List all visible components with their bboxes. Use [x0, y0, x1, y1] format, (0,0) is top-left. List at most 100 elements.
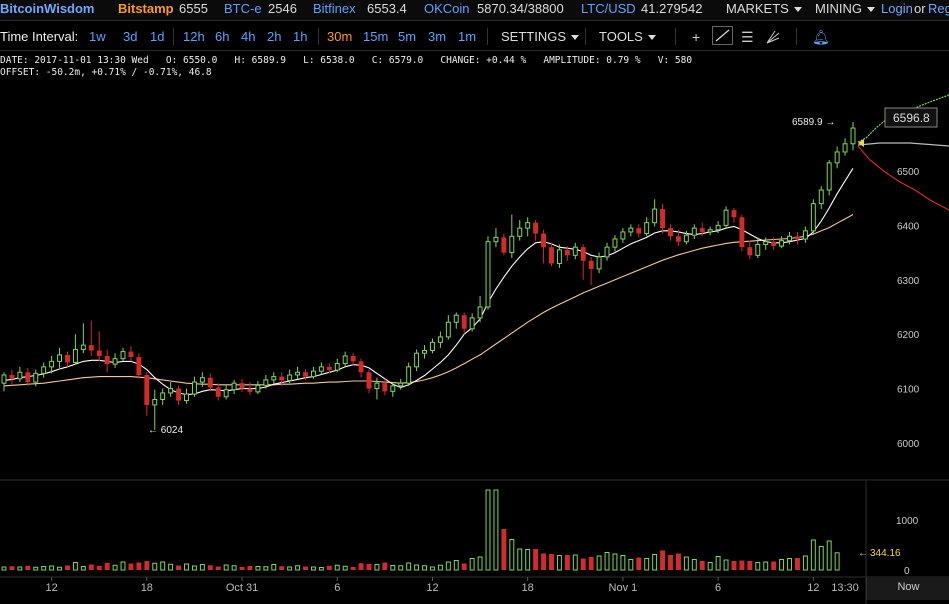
- volume-bar: [612, 553, 618, 571]
- volume-bar: [493, 489, 499, 571]
- interval-2h[interactable]: 2h: [267, 29, 282, 44]
- volume-bar: [49, 565, 55, 571]
- volume-bar: [176, 565, 182, 570]
- candle-body: [699, 228, 705, 232]
- interval-1w[interactable]: 1w: [89, 29, 106, 44]
- volume-bar: [398, 565, 404, 571]
- candle-body: [176, 388, 182, 401]
- interval-1m[interactable]: 1m: [458, 29, 477, 44]
- volume-bar: [541, 553, 547, 570]
- interval-15m[interactable]: 15m: [363, 29, 389, 44]
- volume-bar: [104, 563, 110, 570]
- markets-menu[interactable]: MARKETS: [726, 1, 802, 16]
- interval-4h[interactable]: 4h: [241, 29, 256, 44]
- volume-bar: [310, 566, 316, 571]
- settings-menu[interactable]: SETTINGS: [501, 29, 580, 44]
- candle-body: [668, 228, 673, 237]
- candle-body: [818, 189, 824, 205]
- bell-icon[interactable]: 🔔︎: [812, 29, 830, 45]
- volume-bar: [787, 558, 792, 571]
- candle-body: [239, 383, 245, 389]
- exchange-bitstamp[interactable]: Bitstamp: [118, 1, 174, 16]
- divider: [173, 28, 174, 45]
- interval-6h[interactable]: 6h: [215, 29, 230, 44]
- candle-body: [350, 355, 356, 362]
- candle-body: [33, 372, 39, 383]
- candle-body: [231, 382, 237, 391]
- volume-bar: [683, 556, 689, 571]
- exchange-bitfinex[interactable]: Bitfinex: [313, 1, 356, 16]
- volume-bar: [755, 562, 761, 571]
- interval-1d[interactable]: 1d: [150, 29, 165, 44]
- x-tick-label: 18: [141, 582, 153, 594]
- order-depth: [857, 94, 949, 211]
- interval-3m[interactable]: 3m: [428, 29, 447, 44]
- interval-30m[interactable]: 30m: [327, 29, 353, 44]
- y-tick-label: 6400: [897, 221, 920, 232]
- volume-bar: [810, 539, 816, 571]
- candle-body: [731, 210, 737, 218]
- candle-body: [810, 203, 816, 232]
- volume-bar: [128, 563, 134, 570]
- brand-logo[interactable]: BitcoinWisdom: [0, 1, 95, 16]
- horizontal-lines-icon[interactable]: ☰: [741, 29, 754, 45]
- volume-bar: [477, 556, 483, 571]
- exchange-ltcusd[interactable]: LTC/USD: [581, 1, 636, 16]
- candle-body: [398, 382, 404, 387]
- candle-body: [683, 234, 689, 243]
- volume-bar: [453, 560, 459, 571]
- candle-body: [318, 366, 324, 372]
- y-tick-label: 6100: [897, 385, 920, 396]
- crosshair-icon[interactable]: +: [692, 29, 701, 45]
- current-price-box: [884, 107, 938, 128]
- volume-bar: [620, 555, 626, 571]
- candle-body: [72, 348, 78, 363]
- volume-bar: [699, 561, 705, 570]
- low-marker: ← 6024: [148, 425, 183, 436]
- candle-body: [541, 233, 547, 248]
- interval-12h[interactable]: 12h: [183, 29, 205, 44]
- exchange-bitfinex-price: 6553.4: [367, 1, 407, 16]
- interval-5m[interactable]: 5m: [398, 29, 417, 44]
- volume-bar: [358, 563, 364, 570]
- candle-body: [787, 235, 792, 242]
- tools-menu[interactable]: TOOLS: [599, 29, 656, 44]
- candle-body: [57, 354, 63, 362]
- exchange-btce[interactable]: BTC-e: [224, 1, 262, 16]
- volume-bar: [652, 554, 658, 571]
- interval-1h[interactable]: 1h: [293, 29, 308, 44]
- now-button[interactable]: Now: [866, 578, 949, 600]
- volume-bar: [675, 553, 681, 570]
- volume-bar: [596, 555, 602, 571]
- volume-bar: [826, 540, 832, 571]
- volume-bar: [72, 562, 78, 571]
- candle-body: [326, 366, 332, 371]
- high-marker: 6589.9 →: [792, 117, 835, 128]
- login-link[interactable]: Login: [881, 1, 913, 16]
- line-draw-icon[interactable]: [712, 26, 733, 45]
- volume-bar: [485, 489, 491, 571]
- candle-body: [533, 222, 539, 234]
- candle-body: [794, 236, 800, 239]
- candle-body: [49, 360, 55, 368]
- volume-bar: [247, 566, 253, 570]
- exchange-okcoin[interactable]: OKCoin: [424, 1, 470, 16]
- volume-bar: [414, 564, 420, 571]
- volume-bar: [628, 559, 634, 571]
- interval-3d[interactable]: 3d: [123, 29, 138, 44]
- volume-bar: [430, 566, 435, 571]
- candle-body: [445, 321, 451, 338]
- x-tick-label: 12: [45, 582, 57, 594]
- candle-body: [596, 256, 602, 270]
- candle-body: [168, 388, 174, 394]
- candle-body: [414, 352, 420, 368]
- fibonacci-icon[interactable]: [765, 29, 781, 48]
- volume-bar: [731, 561, 737, 570]
- volume-bar: [215, 566, 221, 570]
- register-link[interactable]: Reg: [928, 1, 949, 16]
- x-tick-label: 12: [807, 582, 819, 594]
- volume-bar: [469, 558, 475, 571]
- volume-bar: [1, 566, 7, 571]
- mining-menu[interactable]: MINING: [815, 1, 875, 16]
